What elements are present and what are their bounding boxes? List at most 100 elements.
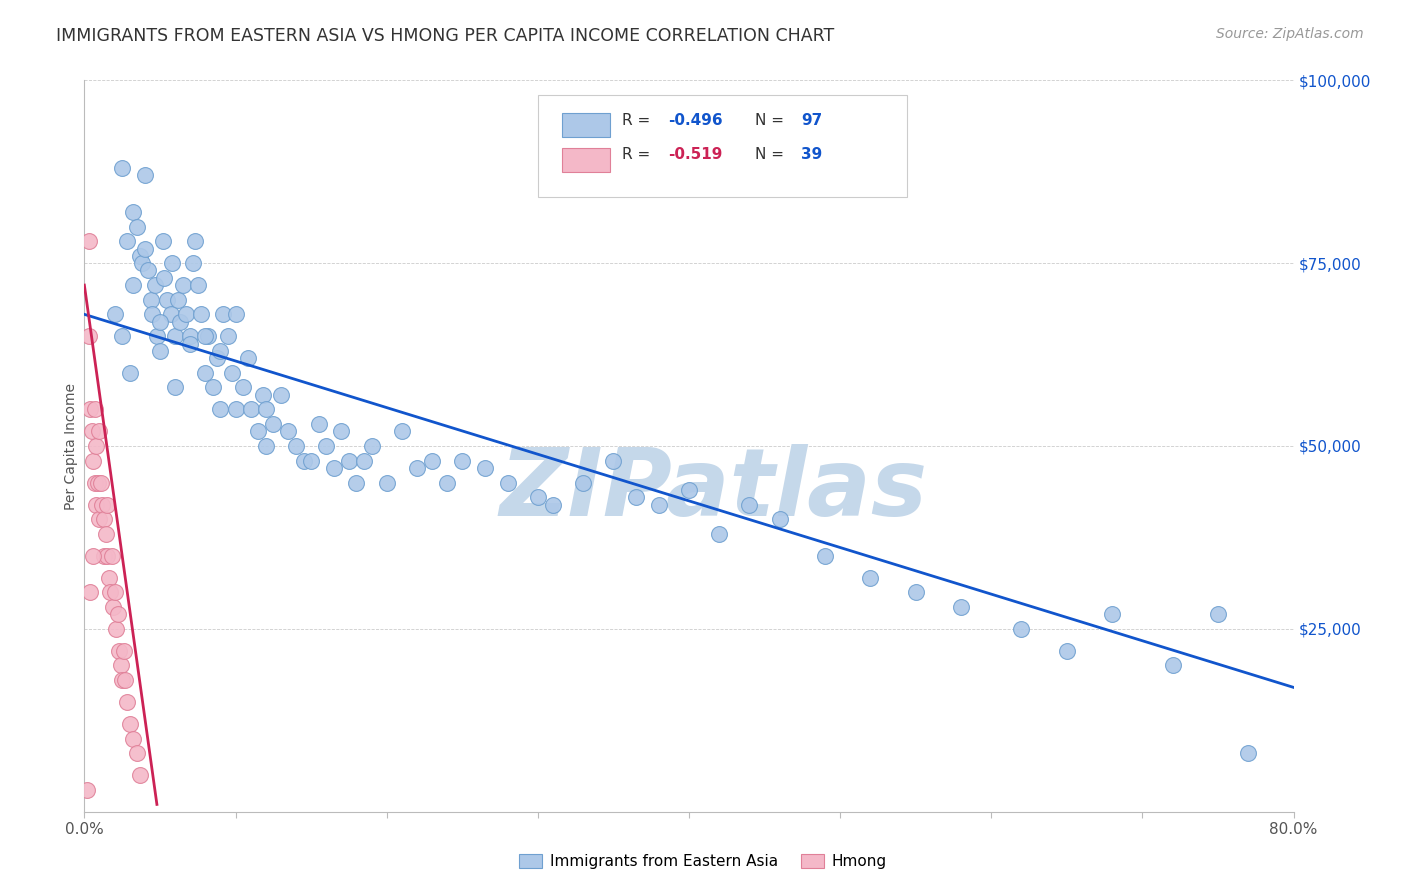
Point [181,256,204,270]
Point [134,242,156,256]
Point [709,526,731,541]
Point [1056,644,1078,658]
Point [152,234,174,248]
Point [648,498,671,512]
Point [451,453,474,467]
Point [111,161,134,175]
Point [84,475,107,490]
Point [436,475,458,490]
Point [814,549,837,563]
Point [225,307,247,321]
FancyBboxPatch shape [562,147,610,171]
Point [160,256,183,270]
Text: Source: ZipAtlas.com: Source: ZipAtlas.com [1216,27,1364,41]
Y-axis label: Per Capita Income: Per Capita Income [65,383,79,509]
Point [165,380,187,394]
Point [121,205,143,219]
Point [153,270,176,285]
Point [602,453,624,467]
Point [90,475,112,490]
Point [541,498,564,512]
Point [93,549,115,563]
Point [904,585,927,599]
Point [89,425,111,439]
Point [118,717,141,731]
Point [79,585,101,599]
Point [337,453,360,467]
Point [108,644,131,658]
Point [254,439,277,453]
Point [239,402,262,417]
Point [624,490,647,504]
Point [299,453,322,467]
Point [270,388,292,402]
Point [201,380,224,394]
Point [127,219,149,234]
Text: N =: N = [755,147,789,162]
Point [89,512,111,526]
Text: IMMIGRANTS FROM EASTERN ASIA VS HMONG PER CAPITA INCOME CORRELATION CHART: IMMIGRANTS FROM EASTERN ASIA VS HMONG PE… [56,27,835,45]
Point [1237,746,1260,760]
Point [134,169,156,183]
Point [391,425,413,439]
Point [101,599,124,614]
Point [1206,607,1229,622]
Point [262,417,284,431]
Text: 39: 39 [801,147,823,162]
Point [247,425,270,439]
Point [1101,607,1123,622]
Point [105,622,128,636]
Point [156,293,179,307]
Point [292,453,315,467]
Point [159,307,181,321]
Point [179,329,201,343]
Point [375,475,398,490]
Point [79,402,101,417]
Point [172,278,194,293]
Point [315,439,337,453]
Point [100,549,122,563]
Legend: Immigrants from Eastern Asia, Hmong: Immigrants from Eastern Asia, Hmong [513,847,893,875]
Text: -0.496: -0.496 [668,113,723,128]
Point [91,498,114,512]
Point [420,453,443,467]
Point [212,307,235,321]
Point [346,475,368,490]
Point [115,234,138,248]
Point [330,425,353,439]
Text: 97: 97 [801,113,823,128]
Point [527,490,550,504]
Point [360,439,382,453]
Point [217,329,239,343]
Point [322,461,344,475]
Point [131,256,153,270]
Point [115,695,138,709]
Point [221,366,243,380]
Point [496,475,519,490]
FancyBboxPatch shape [538,95,907,197]
Point [97,571,120,585]
Point [277,425,299,439]
Point [769,512,792,526]
Point [96,498,118,512]
Point [209,343,232,358]
Point [145,278,167,293]
Point [190,307,212,321]
Point [112,644,135,658]
Point [104,585,127,599]
Point [232,380,254,394]
Point [86,439,108,453]
Point [82,453,104,467]
Point [114,673,136,687]
Point [77,234,100,248]
Point [129,249,152,263]
Point [149,343,172,358]
Point [96,549,118,563]
Point [187,278,209,293]
Point [141,307,163,321]
Text: R =: R = [623,113,655,128]
Point [285,439,308,453]
Point [107,607,129,622]
Point [738,498,761,512]
Point [207,351,229,366]
